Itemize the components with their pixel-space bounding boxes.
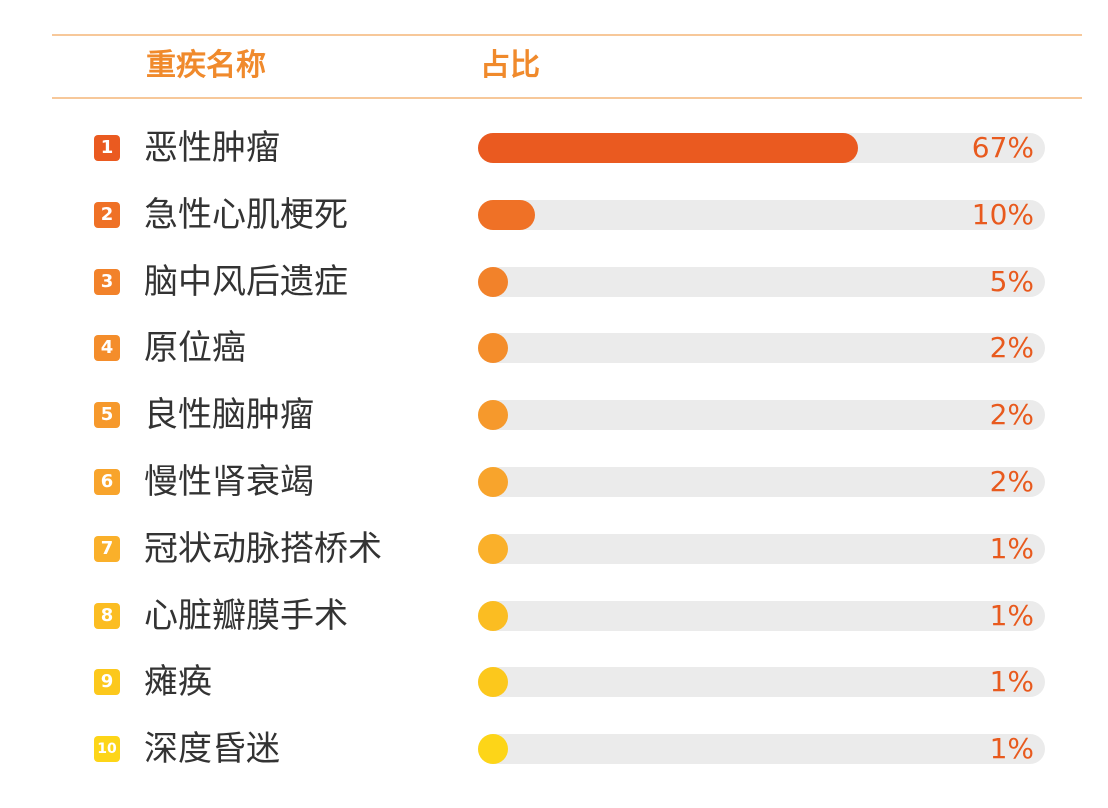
rank-badge: 5 [94,402,120,429]
category-label: 脑中风后遗症 [144,261,348,302]
bar-track [478,400,1045,431]
category-label: 恶性肿瘤 [144,128,280,168]
bar-fill [478,734,508,765]
rank-badge: 4 [94,335,120,362]
value-label: 2% [989,465,1034,498]
bar-fill [478,600,508,631]
bar-fill [478,467,508,497]
bar-track [478,467,1045,497]
bar-row: 8 心脏瓣膜手术 1% [0,592,1108,642]
value-label: 10% [971,197,1034,231]
bar-fill [478,667,508,698]
category-label: 冠状动脉搭桥术 [144,528,382,569]
category-label: 瘫痪 [144,662,212,703]
bar-row: 5 良性脑肿瘤 2% [0,391,1108,441]
rank-badge: 8 [94,602,120,629]
value-label: 1% [989,732,1034,766]
rank-badge: 2 [94,201,120,228]
bar-row: 3 脑中风后遗症 5% [0,258,1108,308]
bar-row: 4 原位癌 2% [0,324,1108,374]
rank-badge: 9 [94,669,120,696]
bar-track [478,734,1045,765]
value-label: 1% [989,665,1034,699]
value-label: 67% [971,131,1034,164]
column-header-name: 重疾名称 [146,48,266,83]
bar-track [478,199,1045,230]
value-label: 2% [989,398,1034,432]
category-label: 深度昏迷 [144,729,280,770]
bar-fill [478,199,535,230]
bar-track [478,600,1045,631]
rank-badge: 10 [94,736,120,763]
category-label: 急性心肌梗死 [144,194,348,235]
bar-track [478,133,1045,163]
rank-badge: 3 [94,268,120,295]
bar-fill [478,533,508,564]
column-header-share: 占比 [480,48,540,83]
bar-track [478,266,1045,297]
bar-row: 7 冠状动脉搭桥术 1% [0,525,1108,575]
rank-badge: 1 [94,135,120,161]
bar-fill [478,266,508,297]
bar-fill [478,333,508,364]
bar-row: 1 恶性肿瘤 67% [0,124,1108,174]
rank-badge: 7 [94,535,120,562]
bar-row: 10 深度昏迷 1% [0,725,1108,775]
bar-row: 9 瘫痪 1% [0,658,1108,708]
rank-badge: 6 [94,469,120,495]
value-label: 5% [989,264,1034,298]
category-label: 慢性肾衰竭 [144,462,314,502]
category-label: 心脏瓣膜手术 [144,595,348,636]
value-label: 1% [989,531,1034,565]
bar-fill [478,133,858,163]
bar-track [478,333,1045,364]
bar-track [478,533,1045,564]
bar-row: 2 急性心肌梗死 10% [0,191,1108,241]
value-label: 2% [989,331,1034,365]
bar-row: 6 慢性肾衰竭 2% [0,458,1108,508]
bar-fill [478,400,508,431]
bar-track [478,667,1045,698]
header-bottom-rule [52,97,1082,99]
header-top-rule [52,34,1082,36]
category-label: 良性脑肿瘤 [144,395,314,436]
value-label: 1% [989,598,1034,632]
category-label: 原位癌 [144,328,246,369]
